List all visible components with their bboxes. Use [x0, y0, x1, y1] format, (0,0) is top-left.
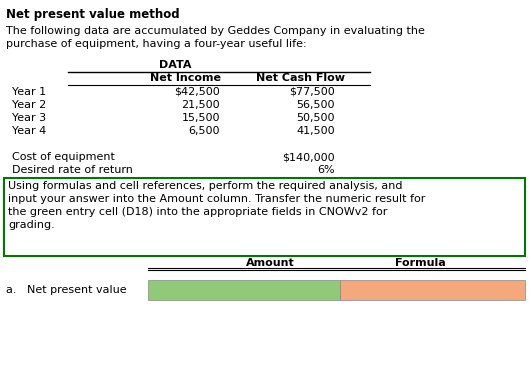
Text: Year 3: Year 3 [12, 113, 46, 123]
Text: Year 1: Year 1 [12, 87, 46, 97]
Text: Amount: Amount [245, 258, 294, 268]
Text: input your answer into the Amount column. Transfer the numeric result for: input your answer into the Amount column… [8, 194, 425, 204]
Text: Formula: Formula [395, 258, 445, 268]
Text: 15,500: 15,500 [181, 113, 220, 123]
Text: $42,500: $42,500 [174, 87, 220, 97]
Text: the green entry cell (D18) into the appropriate fields in CNOWv2 for: the green entry cell (D18) into the appr… [8, 207, 387, 217]
Text: 6%: 6% [317, 165, 335, 175]
Text: $140,000: $140,000 [282, 152, 335, 162]
Text: 6,500: 6,500 [188, 126, 220, 136]
Text: 56,500: 56,500 [296, 100, 335, 110]
Text: Net Cash Flow: Net Cash Flow [256, 73, 344, 83]
Bar [340, 280, 525, 300]
Text: grading.: grading. [8, 220, 54, 230]
Text: purchase of equipment, having a four-year useful life:: purchase of equipment, having a four-yea… [6, 39, 307, 49]
Text: Net present value method: Net present value method [6, 8, 180, 21]
Text: Year 4: Year 4 [12, 126, 46, 136]
Text: Cost of equipment: Cost of equipment [12, 152, 115, 162]
Text: Year 2: Year 2 [12, 100, 46, 110]
Bar [148, 280, 340, 300]
Text: 50,500: 50,500 [296, 113, 335, 123]
Text: $77,500: $77,500 [289, 87, 335, 97]
Text: a.   Net present value: a. Net present value [6, 285, 126, 295]
Text: Using formulas and cell references, perform the required analysis, and: Using formulas and cell references, perf… [8, 181, 403, 191]
Text: The following data are accumulated by Geddes Company in evaluating the: The following data are accumulated by Ge… [6, 26, 425, 36]
Text: 41,500: 41,500 [296, 126, 335, 136]
Bar [4, 178, 525, 256]
Text: DATA: DATA [159, 60, 191, 70]
Text: Desired rate of return: Desired rate of return [12, 165, 133, 175]
Text: Net Income: Net Income [150, 73, 221, 83]
Text: 21,500: 21,500 [181, 100, 220, 110]
